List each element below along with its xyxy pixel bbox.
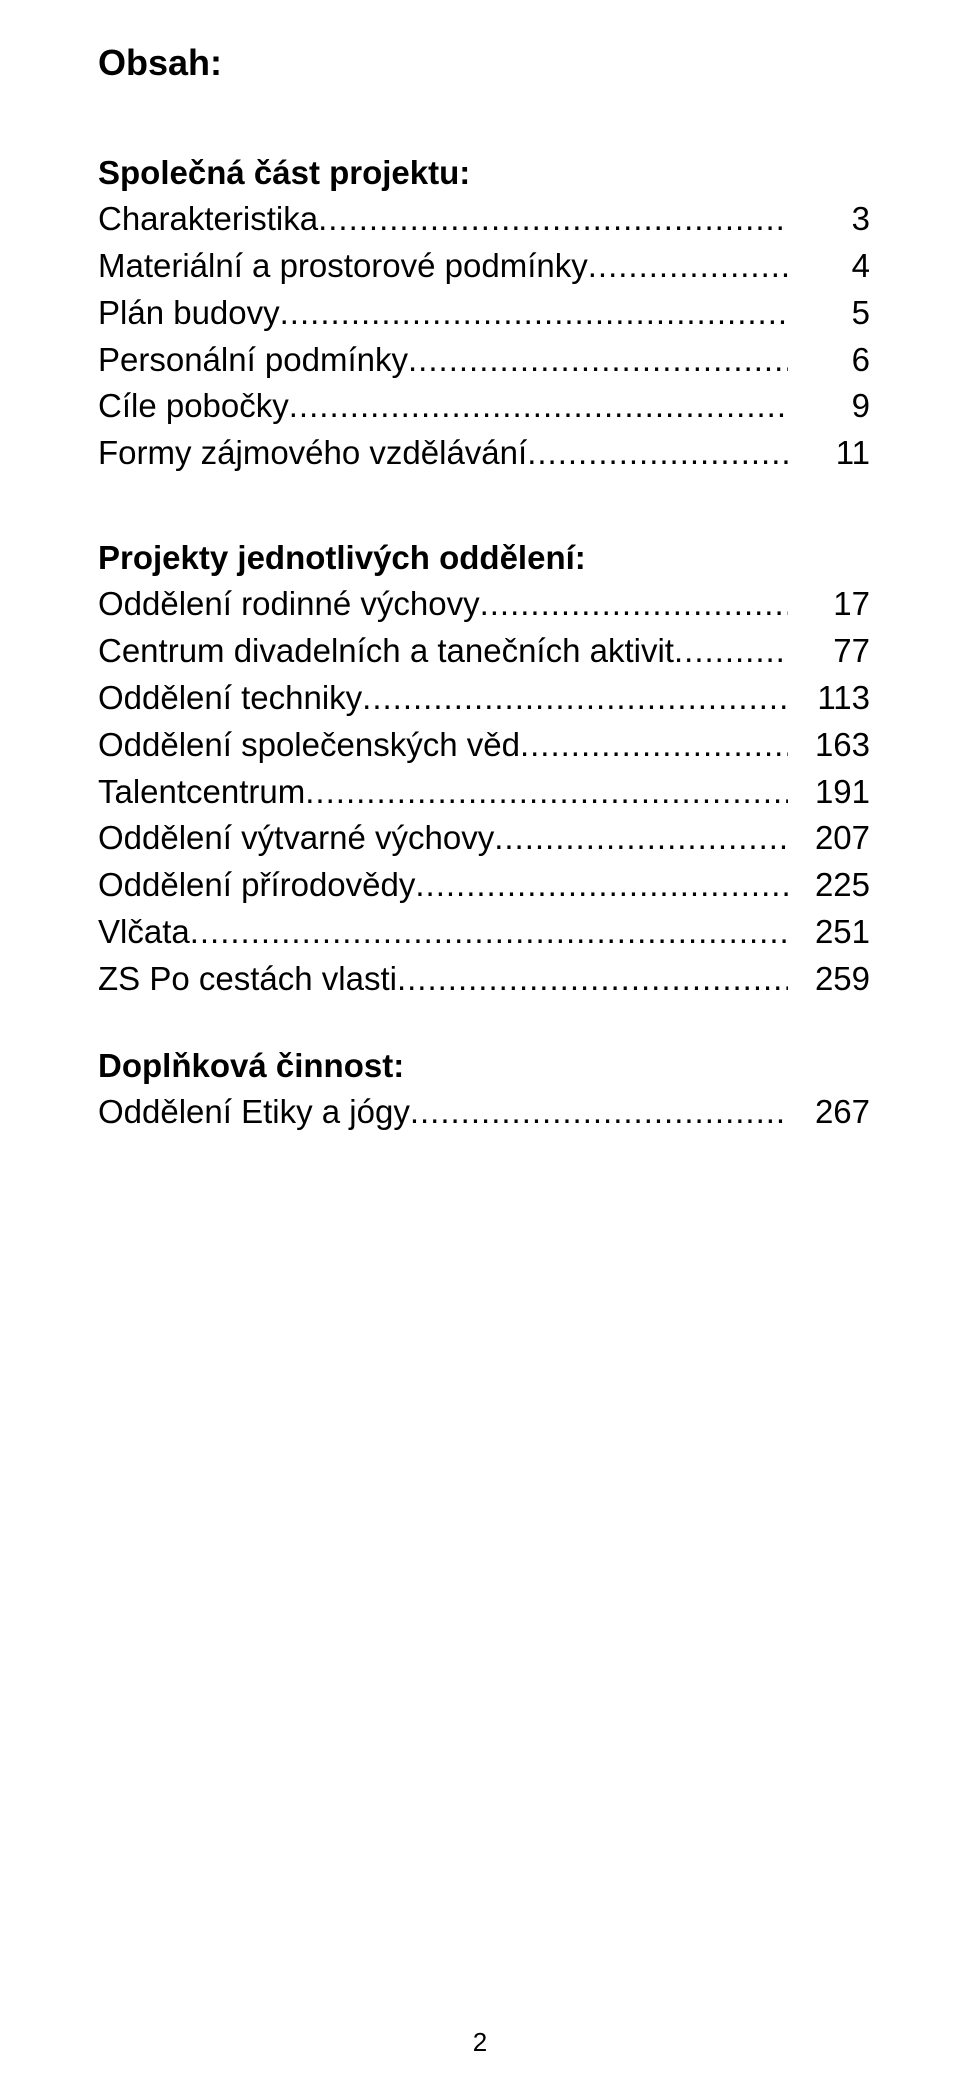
toc-page-number: 251 <box>788 909 870 956</box>
toc-label: Oddělení techniky <box>98 675 362 722</box>
section-heading-projekty: Projekty jednotlivých oddělení: <box>98 539 870 577</box>
toc-row: Oddělení přírodovědy 225 <box>98 862 870 909</box>
section-gap <box>98 477 870 539</box>
toc-leader <box>415 862 788 909</box>
toc-row: ZS Po cestách vlasti 259 <box>98 956 870 1003</box>
toc-label: Personální podmínky <box>98 337 408 384</box>
toc-label: ZS Po cestách vlasti <box>98 956 397 1003</box>
toc-leader <box>494 815 788 862</box>
toc-row: Oddělení společenských věd 163 <box>98 722 870 769</box>
toc-row: Oddělení rodinné výchovy 17 <box>98 581 870 628</box>
toc-leader <box>588 243 788 290</box>
toc-row: Formy zájmového vzdělávání 11 <box>98 430 870 477</box>
toc-leader <box>397 956 788 1003</box>
toc-page-number: 11 <box>788 430 870 477</box>
toc-leader <box>527 430 788 477</box>
toc-page-number: 6 <box>788 337 870 384</box>
toc-row: Plán budovy 5 <box>98 290 870 337</box>
toc-page-number: 9 <box>788 383 870 430</box>
toc-leader <box>289 383 788 430</box>
toc-leader <box>190 909 788 956</box>
toc-leader <box>318 196 788 243</box>
toc-label: Centrum divadelních a tanečních aktivit <box>98 628 674 675</box>
toc-page-number: 5 <box>788 290 870 337</box>
toc-page-number: 163 <box>788 722 870 769</box>
section-heading-doplnkova: Doplňková činnost: <box>98 1047 870 1085</box>
toc-label: Oddělení společenských věd <box>98 722 520 769</box>
toc-leader <box>674 628 788 675</box>
footer-page-number: 2 <box>0 2027 960 2058</box>
toc-label: Oddělení výtvarné výchovy <box>98 815 494 862</box>
toc-label: Plán budovy <box>98 290 280 337</box>
toc-label: Oddělení Etiky a jógy <box>98 1089 410 1136</box>
section-heading-spolecna: Společná část projektu: <box>98 154 870 192</box>
toc-row: Personální podmínky 6 <box>98 337 870 384</box>
toc-row: Cíle pobočky 9 <box>98 383 870 430</box>
toc-leader <box>408 337 788 384</box>
toc-leader <box>362 675 788 722</box>
toc-page-number: 17 <box>788 581 870 628</box>
toc-page-number: 259 <box>788 956 870 1003</box>
toc-page-number: 77 <box>788 628 870 675</box>
toc-leader <box>520 722 788 769</box>
toc-label: Cíle pobočky <box>98 383 289 430</box>
toc-label: Oddělení rodinné výchovy <box>98 581 480 628</box>
toc-row: Materiální a prostorové podmínky 4 <box>98 243 870 290</box>
toc-row: Oddělení Etiky a jógy 267 <box>98 1089 870 1136</box>
toc-row: Charakteristika 3 <box>98 196 870 243</box>
toc-leader <box>480 581 788 628</box>
toc-leader <box>410 1089 788 1136</box>
toc-label: Vlčata <box>98 909 190 956</box>
toc-leader <box>280 290 788 337</box>
toc-page-number: 267 <box>788 1089 870 1136</box>
toc-label: Materiální a prostorové podmínky <box>98 243 588 290</box>
toc-row: Vlčata 251 <box>98 909 870 956</box>
toc-label: Formy zájmového vzdělávání <box>98 430 527 477</box>
toc-row: Oddělení výtvarné výchovy 207 <box>98 815 870 862</box>
toc-row: Centrum divadelních a tanečních aktivit … <box>98 628 870 675</box>
toc-row: Talentcentrum 191 <box>98 769 870 816</box>
toc-leader <box>305 769 788 816</box>
toc-label: Charakteristika <box>98 196 318 243</box>
toc-label: Talentcentrum <box>98 769 305 816</box>
toc-label: Oddělení přírodovědy <box>98 862 415 909</box>
toc-page-number: 113 <box>788 675 870 722</box>
page-title: Obsah: <box>98 42 870 84</box>
toc-page-number: 191 <box>788 769 870 816</box>
toc-page-number: 207 <box>788 815 870 862</box>
section-gap <box>98 1003 870 1047</box>
toc-page-number: 4 <box>788 243 870 290</box>
document-page: Obsah: Společná část projektu: Charakter… <box>0 0 960 2088</box>
toc-page-number: 225 <box>788 862 870 909</box>
toc-page-number: 3 <box>788 196 870 243</box>
toc-row: Oddělení techniky 113 <box>98 675 870 722</box>
